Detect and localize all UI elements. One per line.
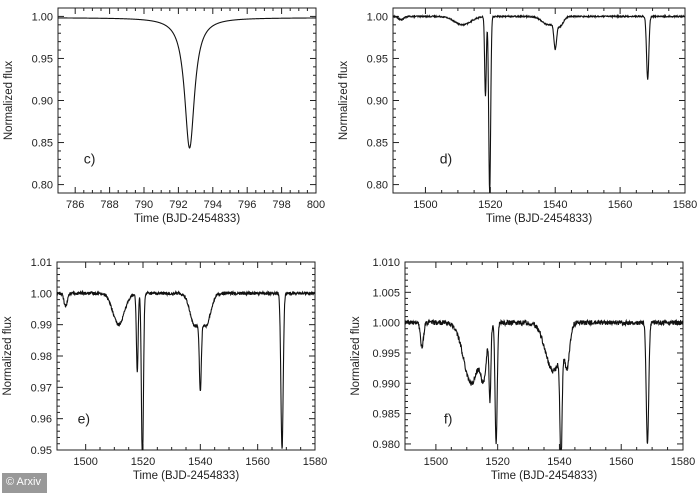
panel-label: c)	[84, 150, 96, 166]
y-tick-label: 0.980	[372, 439, 400, 451]
plot-frame	[56, 261, 316, 451]
x-tick-label: 794	[204, 199, 222, 211]
y-tick-label: 1.010	[372, 257, 400, 269]
y-tick-label: 0.95	[367, 53, 388, 65]
x-tick-label: 1500	[424, 456, 448, 468]
y-tick-label: 0.98	[31, 351, 52, 363]
x-tick-label: 1580	[303, 456, 327, 468]
x-axis-title: Time (BJD-2454833)	[134, 213, 240, 225]
y-tick-label: 0.985	[372, 409, 400, 421]
y-tick-label: 0.96	[31, 414, 52, 426]
y-tick-label: 0.80	[32, 180, 53, 192]
y-tick-label: 0.85	[367, 138, 388, 150]
panel-f: 1500 1520 1540 1560 1580 0.980 0.985 0.990 0.995…	[350, 257, 695, 482]
y-tick-label: 0.97	[31, 382, 52, 394]
x-tick-label: 1560	[609, 456, 633, 468]
y-tick-label: 1.00	[367, 11, 388, 23]
x-tick-label: 1540	[543, 199, 567, 211]
y-tick-label: 0.90	[32, 96, 53, 108]
x-tick-label: 1500	[413, 199, 437, 211]
y-tick-label: 0.990	[372, 378, 400, 390]
light-curve-line	[392, 13, 686, 194]
x-tick-label: 1520	[485, 456, 509, 468]
x-tick-label: 800	[307, 199, 325, 211]
panel-e: 1500 1520 1540 1560 1580 0.95 0.96 0.97 0.98 0.99…	[2, 257, 327, 482]
credit-label: © Arxiv	[2, 473, 47, 493]
x-tick-label: 1580	[671, 456, 695, 468]
x-tick-label: 786	[66, 199, 84, 211]
x-tick-label: 796	[238, 199, 256, 211]
y-tick-label: 0.90	[367, 96, 388, 108]
y-tick-label: 0.80	[367, 180, 388, 192]
panel-d: 1500 1520 1540 1560 1580 0.80 0.85 0.90 0.95 1.00…	[338, 7, 697, 225]
y-tick-label: 1.00	[31, 288, 52, 300]
x-axis-title: Time (BJD-2454833)	[491, 470, 597, 482]
x-tick-label: 1540	[547, 456, 571, 468]
y-tick-label: 0.95	[31, 445, 52, 457]
light-curve-line	[56, 289, 316, 451]
x-tick-label: 1580	[673, 199, 697, 211]
y-axis-title: Normalized flux	[338, 61, 350, 140]
y-tick-label: 0.85	[32, 138, 53, 150]
y-axis-title: Normalized flux	[2, 316, 14, 395]
panel-label: d)	[440, 150, 452, 166]
y-tick-label: 0.99	[31, 320, 52, 332]
y-tick-label: 0.995	[372, 348, 400, 360]
y-tick-label: 1.000	[372, 318, 400, 330]
y-tick-label: 1.00	[32, 11, 53, 23]
plot-frame	[392, 7, 686, 194]
x-tick-label: 798	[272, 199, 290, 211]
x-tick-label: 1560	[245, 456, 269, 468]
x-tick-label: 1500	[73, 456, 97, 468]
x-tick-label: 790	[135, 199, 153, 211]
panel-label: e)	[78, 411, 90, 427]
x-tick-label: 788	[100, 199, 118, 211]
panel-c: 786 788 790 792 794 796 798 800 0.80 0.85 0.90 0.95…	[3, 7, 325, 225]
x-tick-label: 1520	[131, 456, 155, 468]
x-tick-label: 1520	[478, 199, 502, 211]
y-axis-title: Normalized flux	[350, 316, 362, 395]
y-tick-label: 0.95	[32, 53, 53, 65]
plot-frame	[57, 7, 317, 194]
x-axis-title: Time (BJD-2454833)	[133, 470, 239, 482]
x-tick-label: 1560	[608, 199, 632, 211]
x-tick-label: 1540	[188, 456, 212, 468]
x-tick-label: 792	[169, 199, 187, 211]
light-curve-line	[404, 318, 684, 451]
light-curve-line	[58, 17, 316, 149]
y-axis-title: Normalized flux	[3, 61, 15, 140]
y-tick-label: 1.005	[372, 287, 400, 299]
x-axis-title: Time (BJD-2454833)	[486, 213, 592, 225]
y-tick-label: 1.01	[31, 257, 52, 269]
panel-label: f)	[444, 411, 453, 427]
